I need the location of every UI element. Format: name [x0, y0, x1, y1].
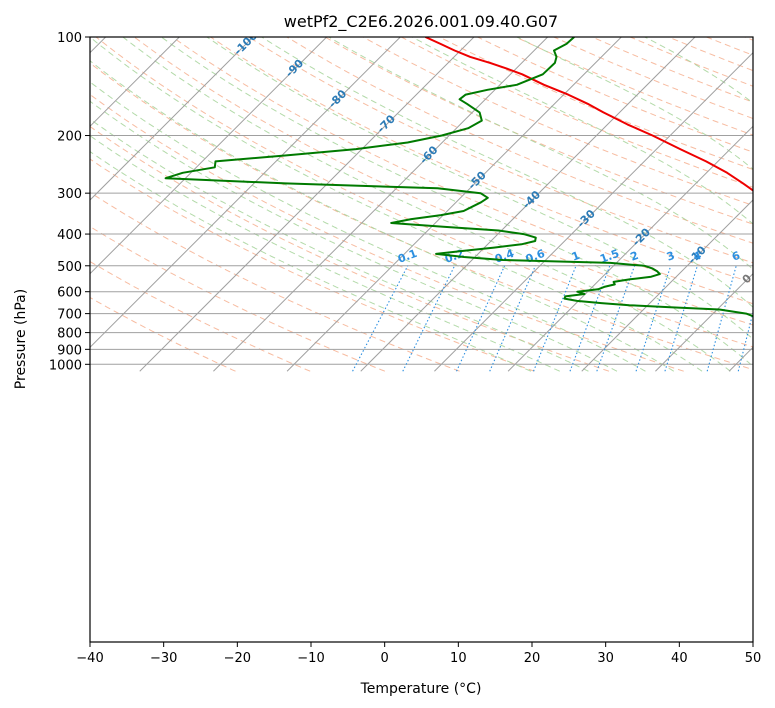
moist-adiabat-line: [90, 60, 675, 372]
isotherm-line: [90, 37, 254, 201]
isotherm-line: [581, 199, 753, 372]
x-tick-label: 40: [671, 651, 688, 666]
mixing-ratio-label: 1.5: [598, 247, 621, 266]
temperature-profile: [424, 37, 753, 192]
mixing-ratio-line: [533, 265, 577, 372]
y-tick-label: 1000: [49, 358, 82, 373]
moist-adiabat-line: [161, 37, 753, 367]
x-axis: −40 −30 −20 −10 0 10 20 30 40 50: [76, 642, 761, 666]
mixing-ratio-label: 2: [629, 249, 641, 264]
y-tick-label: 600: [57, 286, 82, 301]
mixing-ratio-label: 1: [570, 249, 582, 264]
mixing-ratio-label: 6: [730, 249, 742, 264]
isotherm-line: [655, 272, 753, 372]
y-tick-label: 900: [57, 343, 82, 358]
moist-adiabat-line: [328, 37, 753, 270]
dry-adiabat-line: [248, 37, 753, 264]
sounding-profiles: [164, 37, 753, 318]
y-tick-label: 400: [57, 228, 82, 243]
y-tick-label: 100: [57, 31, 82, 46]
mixing-ratio-label: 0.1: [396, 247, 419, 266]
isotherm-line: [139, 37, 475, 372]
pressure-gridlines: [90, 37, 753, 365]
isotherm-line: [360, 37, 696, 372]
x-tick-label: 50: [745, 651, 762, 666]
dry-adiabat-line: [95, 37, 753, 348]
mixing-ratio-line: [456, 265, 506, 372]
mixing-ratio-line: [489, 265, 536, 372]
x-tick-label: 20: [524, 651, 541, 666]
y-tick-label: 800: [57, 327, 82, 342]
moist-adiabat-line: [90, 100, 618, 372]
mixing-ratio-label: 4: [691, 249, 703, 264]
x-axis-label: Temperature (°C): [360, 681, 482, 697]
y-tick-label: 300: [57, 187, 82, 202]
x-tick-label: −40: [76, 651, 103, 666]
x-tick-label: −10: [297, 651, 324, 666]
dry-adiabat-line: [90, 125, 610, 372]
isotherm-line: [507, 125, 753, 372]
isotherm-line: [213, 37, 549, 372]
y-tick-label: 700: [57, 308, 82, 323]
mixing-ratio-lines: [352, 265, 753, 372]
y-tick-label: 200: [57, 130, 82, 145]
y-axis-label: Pressure (hPa): [13, 289, 29, 389]
moist-adiabat-line: [90, 81, 646, 372]
dry-adiabat-line: [324, 37, 753, 225]
moist-adiabat-line: [411, 37, 753, 225]
isotherm-line: [434, 51, 753, 372]
isotherms: [90, 37, 753, 372]
chart-title: wetPf2_C2E6.2026.001.09.40.G07: [284, 12, 558, 32]
moist-adiabat-line: [90, 135, 560, 372]
x-tick-label: 10: [450, 651, 467, 666]
mixing-ratio-line: [569, 265, 611, 372]
moist-adiabat-line: [90, 118, 589, 372]
mixing-ratio-line: [402, 265, 456, 372]
isotherm-line: [90, 37, 328, 275]
x-tick-label: 0: [381, 651, 389, 666]
dry-adiabat-line: [90, 225, 386, 372]
moist-adiabat-line: [90, 37, 703, 372]
mixing-ratio-line: [596, 265, 636, 372]
isotherm-line: [90, 37, 180, 128]
mixing-ratio-label: 3: [665, 249, 677, 264]
mixing-ratio-line: [352, 265, 409, 372]
x-tick-label: −30: [150, 651, 177, 666]
dry-adiabat-line: [90, 296, 236, 372]
dry-adiabat-line: [90, 158, 535, 372]
plot-frame: [89, 36, 754, 643]
dewpoint-profile: [164, 37, 753, 318]
y-tick-label: 500: [57, 260, 82, 275]
x-tick-label: 30: [597, 651, 614, 666]
dry-adiabat-line: [90, 191, 460, 372]
dry-adiabat-line: [90, 62, 753, 371]
moist-adiabats: [90, 37, 753, 372]
dry-adiabat-line: [210, 37, 753, 284]
moist-adiabat-line: [90, 150, 532, 372]
isotherm-line: [90, 37, 401, 349]
mixing-ratio-line: [635, 265, 672, 372]
moist-adiabat-line: [261, 37, 753, 308]
moist-adiabat-line: [206, 37, 753, 340]
x-tick-label: −20: [224, 651, 251, 666]
dry-adiabat-line: [362, 37, 753, 206]
